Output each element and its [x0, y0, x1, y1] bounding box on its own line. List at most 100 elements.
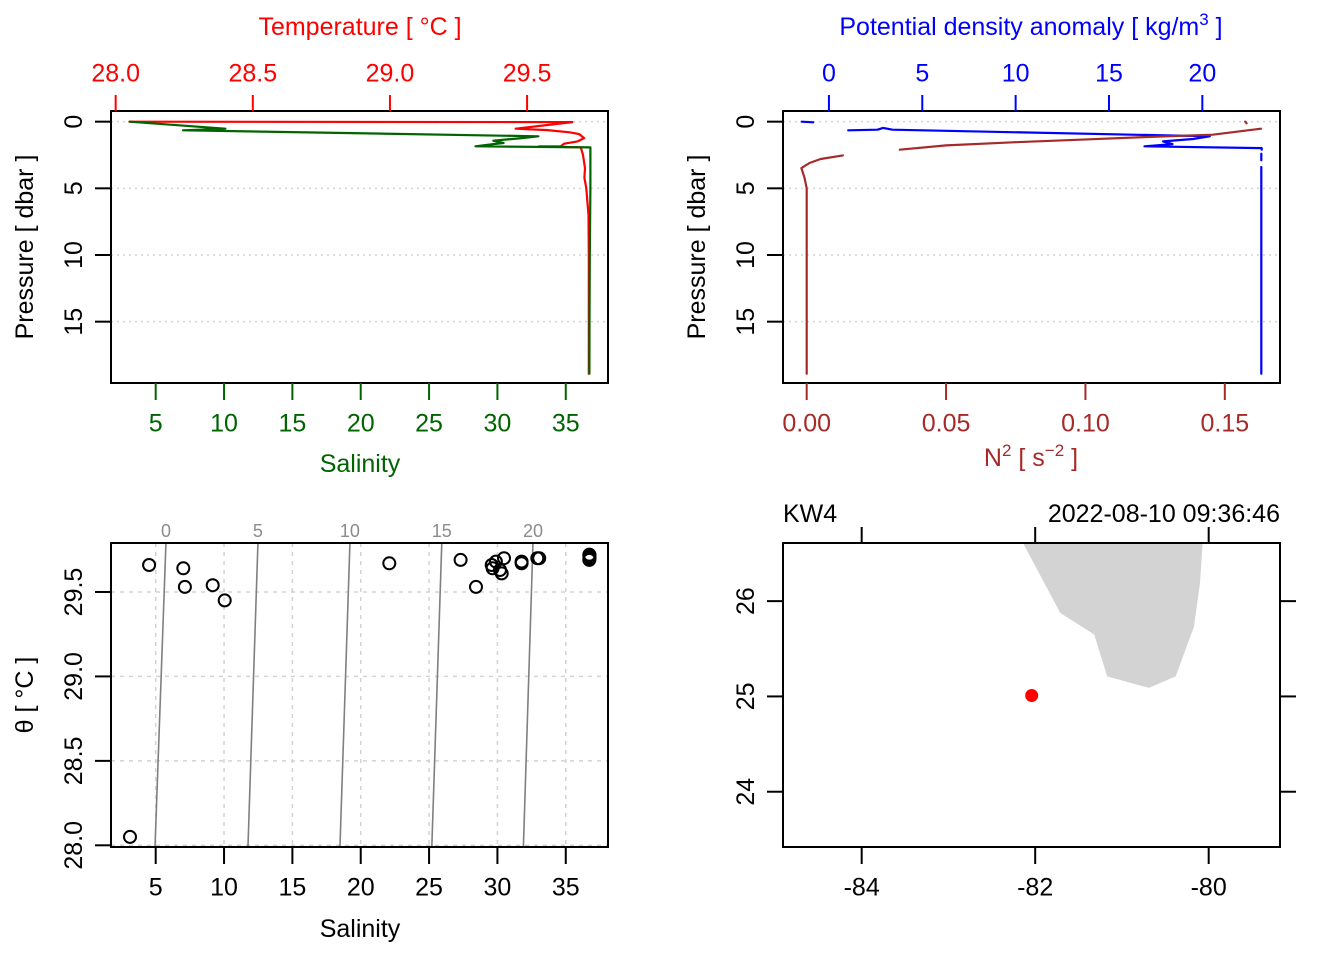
- n2-axis-title-end: ]: [1064, 444, 1078, 472]
- salinity-axis-tick-label: 5: [149, 410, 163, 438]
- isopycnal-line: [247, 543, 259, 847]
- isopycnal-label: 20: [523, 521, 543, 541]
- ts-data-point: [142, 558, 157, 572]
- ts-data-point: [532, 551, 547, 566]
- plot-frame: [110, 110, 609, 384]
- theta-axis-tick-label: 29.5: [60, 568, 88, 617]
- pressure-axis-tick-label: 5: [732, 181, 760, 195]
- theta-axis-tick-label: 29.0: [60, 652, 88, 701]
- pressure-axis-tick-label: 5: [60, 181, 88, 195]
- density-axis-title: Potential density anomaly [ kg/m3 ]: [839, 10, 1222, 41]
- salinity-axis-tick-label: 35: [552, 410, 580, 438]
- density-axis-title-end: ]: [1209, 13, 1223, 41]
- ts-data-point: [176, 561, 191, 576]
- isopycnal-label: 5: [253, 521, 263, 541]
- salinity-axis-tick-label: 20: [347, 410, 375, 438]
- ts-data-point: [177, 579, 192, 594]
- salinity-axis-tick-label: 10: [210, 410, 238, 438]
- plot-frame: [782, 110, 1281, 384]
- ts-data-point: [217, 593, 232, 608]
- panel-density-n2-profile: Potential density anomaly [ kg/m3 ] N2 […: [683, 10, 1281, 472]
- salinity-axis-tick-label: 30: [484, 874, 512, 902]
- pressure-axis-tick-label: 15: [732, 308, 760, 336]
- salinity-axis-tick-label: 35: [552, 874, 580, 902]
- ts-data-point: [453, 552, 468, 567]
- salinity-axis-tick-label: 25: [415, 874, 443, 902]
- n2-profile-line: [800, 120, 1263, 375]
- ts-data-point: [488, 554, 503, 569]
- temperature-axis-tick-label: 29.5: [503, 60, 552, 88]
- latitude-axis-tick-label: 26: [732, 587, 760, 615]
- temperature-axis-tick-label: 28.5: [228, 60, 277, 88]
- n2-axis-tick-label: 0.10: [1061, 410, 1110, 438]
- pressure-axis-tick-label: 0: [60, 115, 88, 129]
- isopycnal-line: [154, 543, 167, 847]
- ts-data-point: [497, 551, 511, 566]
- map-area: [1023, 543, 1203, 702]
- panel-temperature-salinity-profile: Temperature [ °C ] Salinity Pressure [ d…: [11, 13, 609, 478]
- ts-data-point: [494, 566, 509, 581]
- plot-area: [783, 120, 1280, 375]
- plot-frame: [110, 542, 609, 848]
- density-axis-tick-label: 20: [1188, 60, 1216, 88]
- temperature-axis-tick-label: 29.0: [366, 60, 415, 88]
- isopycnal-line: [522, 543, 534, 847]
- plot-area: [111, 120, 608, 375]
- salinity-axis-tick-label: 15: [278, 410, 306, 438]
- plot-frame: [782, 542, 1281, 848]
- n2-axis-title-unit: [ s: [1011, 444, 1044, 472]
- salinity-axis-tick-label: 10: [210, 874, 238, 902]
- n2-axis-tick-label: 0.05: [922, 410, 971, 438]
- plot-area: [111, 543, 608, 847]
- pressure-axis-tick-label: 15: [60, 308, 88, 336]
- isopycnal-label: 15: [432, 521, 452, 541]
- pressure-axis-title: Pressure [ dbar ]: [683, 155, 711, 340]
- longitude-axis-tick-label: -84: [844, 874, 880, 902]
- longitude-axis-tick-label: -82: [1017, 874, 1053, 902]
- temperature-axis-tick-label: 28.0: [91, 60, 140, 88]
- land-polygon: [1023, 543, 1203, 688]
- theta-axis-tick-label: 28.5: [60, 737, 88, 786]
- isopycnal-label: 0: [161, 521, 171, 541]
- salinity-axis-tick-label: 25: [415, 410, 443, 438]
- panel-station-map: KW4 2022-08-10 09:36:46 -84 -82 -80 24 25 26: [732, 500, 1296, 902]
- density-axis-tick-label: 0: [822, 60, 836, 88]
- ts-data-point: [123, 829, 137, 844]
- n2-axis-title-symbol: N: [984, 444, 1002, 472]
- station-name-label: KW4: [783, 500, 837, 528]
- salinity-axis-tick-label: 15: [278, 874, 306, 902]
- density-axis-title-main: Potential density anomaly [ kg/m: [839, 13, 1199, 41]
- density-axis-tick-label: 10: [1002, 60, 1030, 88]
- pressure-axis-tick-label: 10: [60, 241, 88, 269]
- density-axis-tick-label: 5: [915, 60, 929, 88]
- theta-axis-title: θ [ °C ]: [11, 657, 39, 734]
- n2-axis-tick-label: 0.00: [782, 410, 831, 438]
- longitude-axis-tick-label: -80: [1191, 874, 1227, 902]
- isopycnal-line: [339, 543, 351, 847]
- ts-data-point: [205, 578, 220, 593]
- theta-axis-tick-label: 28.0: [60, 821, 88, 870]
- latitude-axis-tick-label: 25: [732, 682, 760, 710]
- n2-axis-tick-label: 0.15: [1200, 410, 1249, 438]
- pressure-axis-title: Pressure [ dbar ]: [11, 155, 39, 340]
- salinity-axis-tick-label: 5: [149, 874, 163, 902]
- n2-axis-title: N2 [ s−2 ]: [984, 441, 1078, 472]
- salinity-profile-line: [128, 120, 592, 375]
- pressure-axis-tick-label: 10: [732, 241, 760, 269]
- salinity-axis-tick-label: 30: [484, 410, 512, 438]
- ts-data-point: [582, 551, 597, 566]
- station-marker: [1025, 689, 1039, 702]
- density-axis-tick-label: 15: [1095, 60, 1123, 88]
- latitude-axis-tick-label: 24: [732, 778, 760, 806]
- panel-ts-diagram: Salinity θ [ °C ] 0 5 10 15 20 5 10 15 20 25 30 35 2…: [11, 521, 609, 943]
- density-profile-line: [800, 120, 1263, 375]
- salinity-axis-title: Salinity: [320, 915, 401, 943]
- isopycnal-line: [431, 543, 443, 847]
- salinity-axis-title: Salinity: [320, 450, 401, 478]
- salinity-axis-tick-label: 20: [347, 874, 375, 902]
- n2-axis-title-superscript: 2: [1002, 441, 1011, 460]
- ts-data-point: [514, 554, 529, 569]
- station-datetime-label: 2022-08-10 09:36:46: [1048, 500, 1280, 528]
- density-axis-title-superscript: 3: [1199, 10, 1208, 29]
